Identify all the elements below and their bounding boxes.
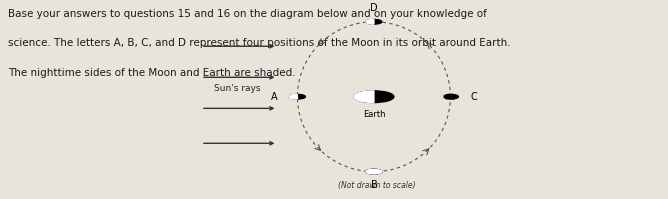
- Text: C: C: [470, 92, 477, 102]
- Wedge shape: [366, 169, 382, 172]
- Text: A: A: [271, 92, 277, 102]
- Text: B: B: [371, 180, 377, 190]
- Circle shape: [442, 94, 458, 99]
- Text: (Not drawn to scale): (Not drawn to scale): [339, 181, 416, 190]
- Circle shape: [366, 20, 382, 24]
- Wedge shape: [289, 94, 297, 99]
- Text: Base your answers to questions 15 and 16 on the diagram below and on your knowle: Base your answers to questions 15 and 16…: [8, 9, 487, 19]
- Text: Sun's rays: Sun's rays: [214, 84, 261, 94]
- Circle shape: [354, 91, 394, 102]
- Text: The nighttime sides of the Moon and Earth are shaded.: The nighttime sides of the Moon and Eart…: [8, 68, 296, 78]
- Text: D: D: [370, 3, 377, 14]
- Wedge shape: [442, 94, 452, 99]
- Circle shape: [366, 169, 382, 174]
- Circle shape: [366, 169, 382, 174]
- Ellipse shape: [444, 94, 457, 99]
- Circle shape: [289, 94, 305, 99]
- Wedge shape: [366, 20, 374, 24]
- Text: Earth: Earth: [363, 110, 385, 119]
- Text: science. The letters A, B, C, and D represent four positions of the Moon in its : science. The letters A, B, C, and D repr…: [8, 38, 510, 49]
- Wedge shape: [366, 172, 382, 174]
- Wedge shape: [354, 91, 374, 102]
